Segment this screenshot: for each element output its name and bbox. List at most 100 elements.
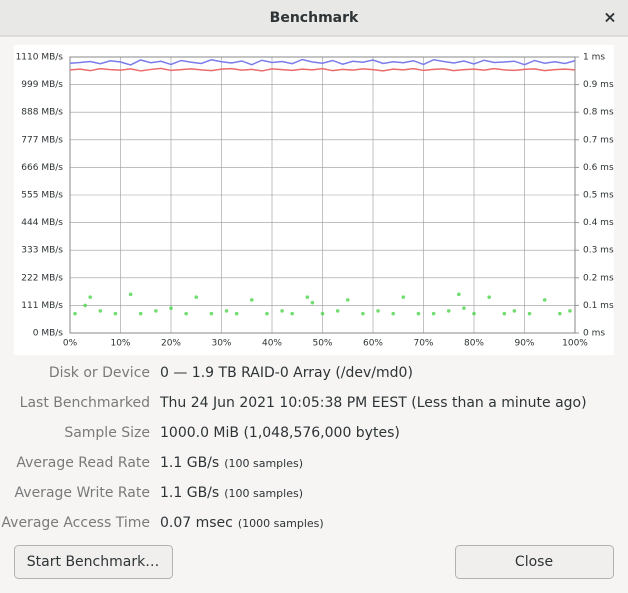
- detail-note: (1000 samples): [238, 517, 324, 530]
- detail-label: Last Benchmarked: [20, 395, 150, 411]
- button-label[interactable]: Close: [515, 554, 553, 570]
- scatter-point: [502, 311, 507, 316]
- x-tick-label: 0%: [63, 339, 78, 349]
- detail-label: Sample Size: [64, 425, 150, 441]
- scatter-point: [472, 311, 476, 316]
- button[interactable]: [455, 545, 614, 579]
- series-line: [69, 58, 576, 66]
- scatter-point: [487, 295, 491, 299]
- scatter-point: [184, 311, 188, 316]
- y-tick-label: 333 MB/s: [21, 246, 63, 256]
- detail-note: (100 samples): [224, 457, 303, 470]
- y2-tick-label: 0.3 ms: [583, 246, 614, 256]
- x-tick-label: 50%: [312, 339, 332, 349]
- close-icon[interactable]: ×: [603, 8, 616, 27]
- detail-label: Average Read Rate: [16, 455, 150, 471]
- scatter-point: [250, 298, 254, 302]
- x-tick-label: 10%: [110, 339, 130, 349]
- detail-label: Average Access Time: [1, 515, 150, 531]
- y-tick-label: 111 MB/s: [21, 301, 63, 311]
- scatter-point: [512, 309, 517, 313]
- chart-bg: [14, 45, 614, 355]
- scatter-point: [401, 295, 406, 299]
- scatter-point: [361, 311, 365, 316]
- scatter-point: [416, 311, 421, 316]
- y-tick-label: 888 MB/s: [21, 108, 63, 118]
- x-tick-label: 90%: [514, 339, 534, 349]
- detail-label: Disk or Device: [49, 365, 150, 381]
- scatter-point: [527, 311, 532, 316]
- scatter-point: [128, 292, 133, 297]
- scatter-point: [194, 295, 199, 299]
- button[interactable]: [14, 545, 173, 579]
- scatter-point: [138, 311, 143, 316]
- scatter-point: [305, 295, 310, 299]
- series-line: [69, 67, 576, 72]
- x-tick-label: 70%: [413, 339, 433, 349]
- y-tick-label: 666 MB/s: [21, 163, 63, 173]
- x-tick-label: 80%: [464, 339, 484, 349]
- scatter-point: [209, 311, 214, 316]
- scatter-point: [345, 298, 350, 302]
- scatter-point: [113, 311, 118, 316]
- scatter-point: [391, 311, 396, 316]
- detail-note: (100 samples): [224, 487, 303, 500]
- y-tick-label: 0 MB/s: [33, 329, 64, 339]
- scatter-point: [376, 309, 380, 313]
- y2-tick-label: 0.9 ms: [583, 80, 614, 90]
- title-bar: [0, 0, 628, 36]
- scatter-point: [558, 311, 562, 316]
- scatter-point: [169, 306, 173, 310]
- scatter-point: [88, 295, 92, 299]
- scatter-point: [234, 311, 239, 316]
- y-tick-label: 999 MB/s: [21, 80, 63, 90]
- y-tick-label: 1110 MB/s: [16, 53, 64, 63]
- scatter-point: [290, 311, 295, 316]
- scatter-point: [335, 309, 340, 313]
- x-tick-label: 60%: [363, 339, 383, 349]
- y2-tick-label: 0.6 ms: [583, 163, 614, 173]
- window-title: Benchmark: [270, 10, 359, 26]
- scatter-point: [431, 311, 436, 316]
- x-tick-label: 20%: [161, 339, 181, 349]
- y-tick-label: 444 MB/s: [21, 218, 63, 228]
- detail-label: Average Write Rate: [15, 485, 150, 501]
- detail-value: 1.1 GB/s: [160, 455, 219, 471]
- y2-tick-label: 0.4 ms: [583, 218, 614, 228]
- y-tick-label: 555 MB/s: [21, 191, 63, 201]
- scatter-point: [462, 306, 466, 310]
- scatter-point: [73, 311, 77, 316]
- scatter-point: [280, 309, 284, 313]
- scatter-point: [98, 309, 103, 313]
- y2-tick-label: 0.8 ms: [583, 108, 614, 118]
- y2-tick-label: 0.2 ms: [583, 273, 614, 283]
- scatter-point: [446, 309, 451, 313]
- y2-tick-label: 1 ms: [583, 53, 605, 63]
- y-tick-label: 222 MB/s: [21, 273, 63, 283]
- button-label[interactable]: Start Benchmark…: [27, 554, 159, 570]
- x-tick-label: 40%: [262, 339, 282, 349]
- scatter-point: [83, 303, 87, 308]
- scatter-point: [154, 309, 158, 313]
- scatter-point: [310, 300, 315, 305]
- x-tick-label: 100%: [562, 339, 588, 349]
- y2-tick-label: 0 ms: [583, 329, 605, 339]
- detail-value: 0 — 1.9 TB RAID-0 Array (/dev/md0): [160, 365, 413, 381]
- y2-tick-label: 0.5 ms: [583, 191, 614, 201]
- scatter-point: [265, 311, 269, 316]
- detail-value: 0.07 msec: [160, 515, 233, 531]
- y-tick-label: 777 MB/s: [21, 135, 63, 145]
- scatter-point: [320, 311, 325, 316]
- scatter-point: [568, 309, 572, 313]
- y2-tick-label: 0.1 ms: [583, 301, 614, 311]
- x-tick-label: 30%: [211, 339, 231, 349]
- scatter-point: [542, 298, 547, 302]
- scatter-point: [457, 292, 461, 297]
- detail-value: 1000.0 MiB (1,048,576,000 bytes): [160, 425, 400, 441]
- detail-value: 1.1 GB/s: [160, 485, 219, 501]
- scatter-point: [224, 309, 229, 313]
- y2-tick-label: 0.7 ms: [583, 135, 614, 145]
- detail-value: Thu 24 Jun 2021 10:05:38 PM EEST (Less t…: [159, 395, 587, 411]
